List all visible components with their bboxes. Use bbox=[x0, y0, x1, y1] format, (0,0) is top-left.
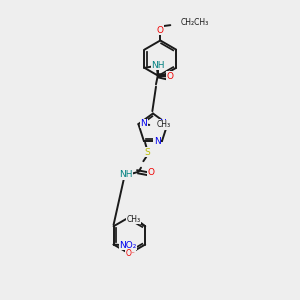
Text: NH: NH bbox=[118, 170, 132, 179]
Text: S: S bbox=[145, 148, 150, 157]
Text: NH: NH bbox=[151, 61, 164, 70]
Text: O: O bbox=[157, 26, 164, 35]
Text: N: N bbox=[154, 137, 160, 146]
Text: N: N bbox=[159, 119, 166, 128]
Text: CH₃: CH₃ bbox=[157, 121, 171, 130]
Text: CH₂CH₃: CH₂CH₃ bbox=[181, 18, 209, 27]
Text: O: O bbox=[148, 169, 154, 178]
Text: CH₃: CH₃ bbox=[126, 215, 140, 224]
Text: O: O bbox=[166, 72, 173, 81]
Text: N: N bbox=[140, 119, 147, 128]
Text: NO₂: NO₂ bbox=[120, 241, 137, 250]
Text: O⁻: O⁻ bbox=[126, 249, 136, 258]
